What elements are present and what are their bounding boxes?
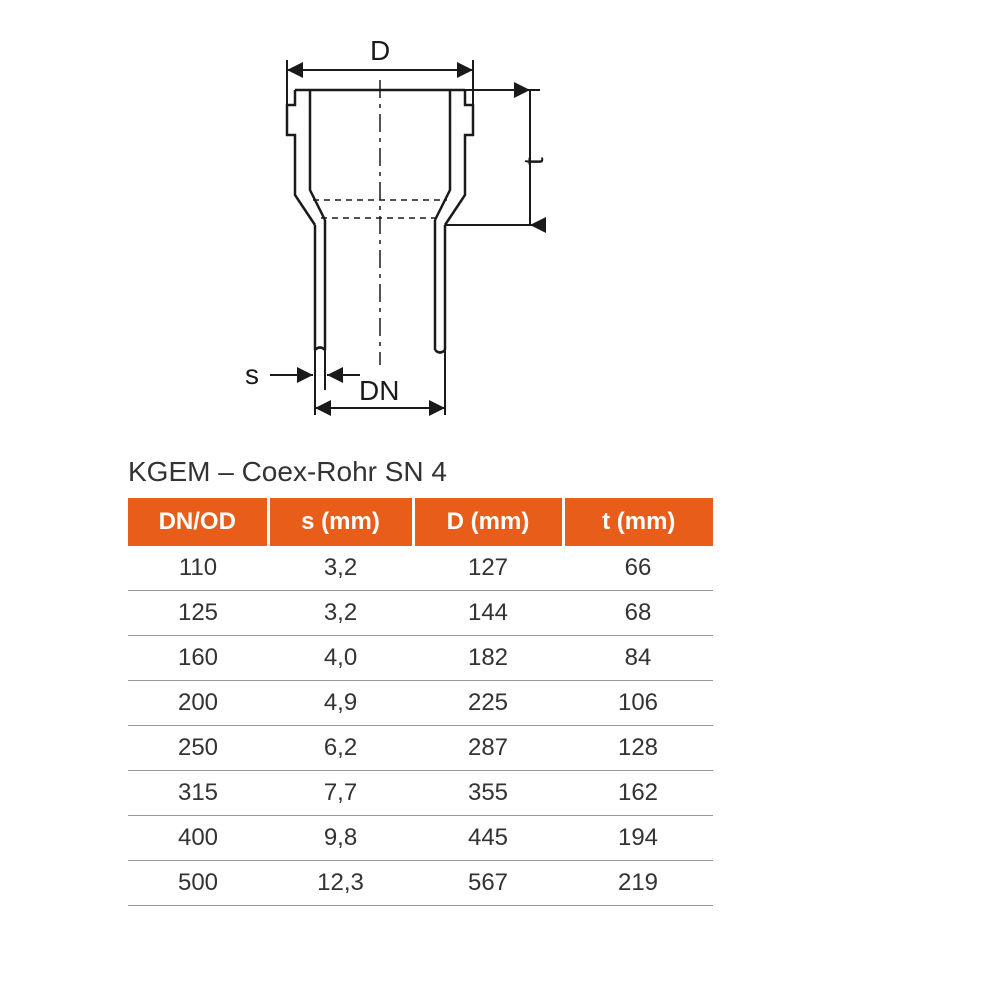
table-cell: 355 xyxy=(413,771,563,816)
dim-label-D: D xyxy=(370,35,390,66)
table-cell: 4,0 xyxy=(268,636,413,681)
table-cell: 4,9 xyxy=(268,681,413,726)
table-row: 4009,8445194 xyxy=(128,816,713,861)
col-header: t (mm) xyxy=(563,498,713,546)
table-cell: 500 xyxy=(128,861,268,906)
table-row: 1253,214468 xyxy=(128,591,713,636)
table-row: 1604,018284 xyxy=(128,636,713,681)
table-cell: 68 xyxy=(563,591,713,636)
table-cell: 144 xyxy=(413,591,563,636)
table-cell: 400 xyxy=(128,816,268,861)
table-title: KGEM – Coex-Rohr SN 4 xyxy=(128,456,447,488)
table-row: 2506,2287128 xyxy=(128,726,713,771)
table-cell: 128 xyxy=(563,726,713,771)
table-cell: 315 xyxy=(128,771,268,816)
table-cell: 287 xyxy=(413,726,563,771)
table-cell: 66 xyxy=(563,546,713,591)
table-cell: 9,8 xyxy=(268,816,413,861)
table-cell: 250 xyxy=(128,726,268,771)
table-cell: 3,2 xyxy=(268,591,413,636)
dim-label-t: t xyxy=(518,157,549,165)
table-cell: 445 xyxy=(413,816,563,861)
table-row: 50012,3567219 xyxy=(128,861,713,906)
table-cell: 200 xyxy=(128,681,268,726)
table-cell: 162 xyxy=(563,771,713,816)
table-row: 1103,212766 xyxy=(128,546,713,591)
table-cell: 567 xyxy=(413,861,563,906)
table-cell: 225 xyxy=(413,681,563,726)
table-cell: 127 xyxy=(413,546,563,591)
table-cell: 182 xyxy=(413,636,563,681)
table-cell: 106 xyxy=(563,681,713,726)
col-header: s (mm) xyxy=(268,498,413,546)
table-cell: 219 xyxy=(563,861,713,906)
pipe-diagram: D t s DN xyxy=(195,30,615,420)
dim-label-s: s xyxy=(245,359,259,390)
table-cell: 7,7 xyxy=(268,771,413,816)
table-row: 3157,7355162 xyxy=(128,771,713,816)
table-cell: 3,2 xyxy=(268,546,413,591)
table-cell: 194 xyxy=(563,816,713,861)
col-header: DN/OD xyxy=(128,498,268,546)
dim-label-DN: DN xyxy=(359,375,399,406)
table-cell: 125 xyxy=(128,591,268,636)
table-cell: 110 xyxy=(128,546,268,591)
table-header-row: DN/OD s (mm) D (mm) t (mm) xyxy=(128,498,713,546)
table-cell: 160 xyxy=(128,636,268,681)
table-cell: 6,2 xyxy=(268,726,413,771)
spec-table: DN/OD s (mm) D (mm) t (mm) 1103,21276612… xyxy=(128,498,713,906)
table-cell: 84 xyxy=(563,636,713,681)
table-cell: 12,3 xyxy=(268,861,413,906)
table-row: 2004,9225106 xyxy=(128,681,713,726)
col-header: D (mm) xyxy=(413,498,563,546)
